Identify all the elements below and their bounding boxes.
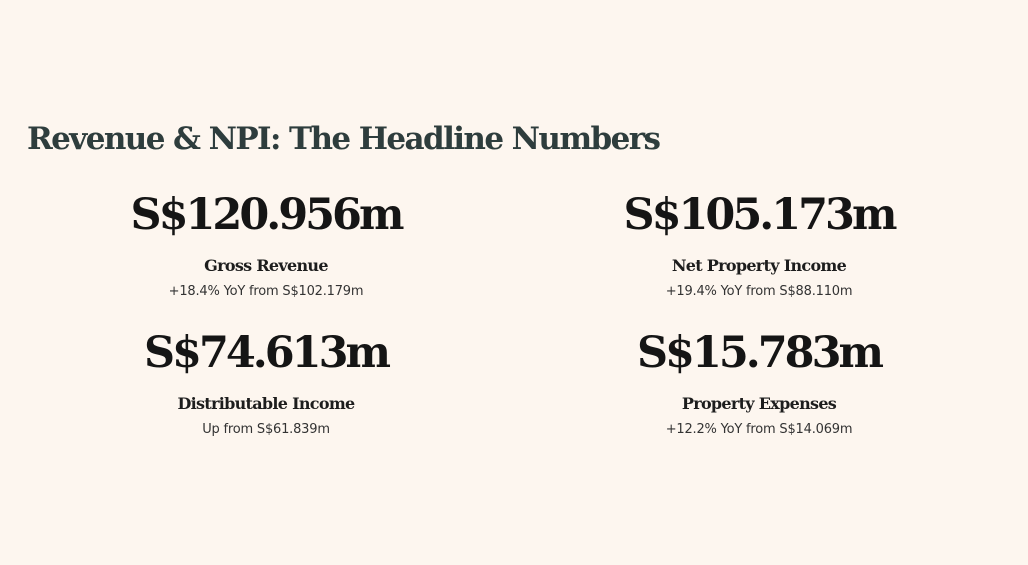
metric-label: Property Expenses bbox=[681, 394, 837, 413]
metric-card-distributable-income: S$74.613m Distributable Income Up from S… bbox=[56, 327, 476, 438]
metric-value: S$120.956m bbox=[130, 190, 405, 240]
metric-value: S$74.613m bbox=[143, 328, 391, 378]
section-title: Revenue & NPI: The Headline Numbers bbox=[27, 121, 661, 157]
metric-card-net-property-income: S$105.173m Net Property Income +19.4% Yo… bbox=[549, 189, 969, 300]
metric-detail: +19.4% YoY from S$88.110m bbox=[665, 284, 853, 299]
metric-card-gross-revenue: S$120.956m Gross Revenue +18.4% YoY from… bbox=[56, 189, 476, 300]
metric-card-property-expenses: S$15.783m Property Expenses +12.2% YoY f… bbox=[549, 327, 969, 438]
metric-label: Distributable Income bbox=[177, 394, 355, 413]
metric-detail: +12.2% YoY from S$14.069m bbox=[665, 422, 853, 437]
metric-detail: Up from S$61.839m bbox=[202, 422, 330, 437]
metric-label: Net Property Income bbox=[671, 256, 847, 275]
metric-detail: +18.4% YoY from S$102.179m bbox=[168, 284, 364, 299]
metric-label: Gross Revenue bbox=[204, 256, 328, 275]
metric-value: S$15.783m bbox=[636, 328, 884, 378]
metric-value: S$105.173m bbox=[623, 190, 898, 240]
